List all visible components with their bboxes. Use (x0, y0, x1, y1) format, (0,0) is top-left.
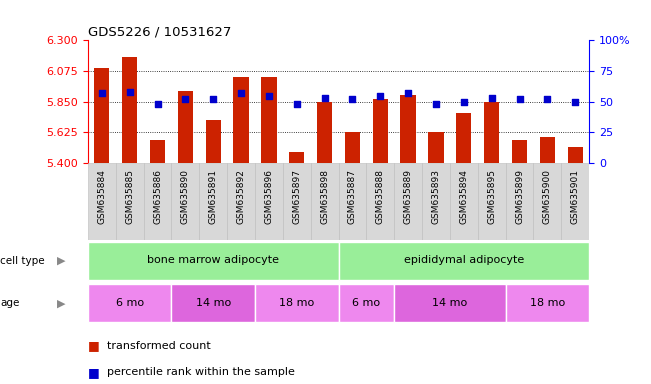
Text: GSM635891: GSM635891 (209, 169, 217, 224)
Bar (88, 284, 171, 323)
Point (320, 95, 330, 101)
Bar (506, 284, 589, 323)
Bar (88, 242, 339, 280)
Bar (540, 137, 555, 163)
Bar (450, 163, 478, 240)
Bar (422, 163, 450, 240)
Bar (339, 163, 367, 240)
Text: percentile rank within the sample: percentile rank within the sample (107, 367, 296, 377)
Bar (400, 95, 416, 163)
Bar (512, 140, 527, 163)
Bar (261, 77, 277, 163)
Point (570, 99, 581, 105)
Text: ▶: ▶ (57, 298, 66, 308)
Bar (227, 163, 255, 240)
Point (236, 90, 246, 96)
Point (403, 90, 413, 96)
Point (514, 96, 525, 103)
Bar (289, 152, 305, 163)
Text: ■: ■ (88, 339, 100, 352)
Bar (255, 163, 283, 240)
Bar (317, 102, 332, 163)
Bar (345, 132, 360, 163)
Bar (178, 91, 193, 163)
Text: 6 mo: 6 mo (116, 298, 144, 308)
Bar (171, 163, 199, 240)
Text: 14 mo: 14 mo (195, 298, 231, 308)
Text: GSM635886: GSM635886 (153, 169, 162, 224)
Text: GSM635885: GSM635885 (125, 169, 134, 224)
Text: 18 mo: 18 mo (530, 298, 565, 308)
Text: 18 mo: 18 mo (279, 298, 314, 308)
Point (542, 96, 553, 103)
Bar (150, 140, 165, 163)
Bar (171, 284, 255, 323)
Text: GSM635898: GSM635898 (320, 169, 329, 224)
Point (486, 95, 497, 101)
Bar (116, 163, 144, 240)
Bar (372, 99, 388, 163)
Text: bone marrow adipocyte: bone marrow adipocyte (147, 255, 279, 265)
Point (264, 93, 274, 99)
Bar (568, 147, 583, 163)
Text: GSM635896: GSM635896 (264, 169, 273, 224)
Text: GSM635899: GSM635899 (515, 169, 524, 224)
Point (458, 99, 469, 105)
Bar (533, 163, 561, 240)
Bar (478, 163, 506, 240)
Bar (206, 119, 221, 163)
Point (375, 93, 385, 99)
Text: ▶: ▶ (57, 256, 66, 266)
Text: GSM635895: GSM635895 (487, 169, 496, 224)
Bar (199, 163, 227, 240)
Point (124, 89, 135, 95)
Bar (88, 163, 116, 240)
Bar (456, 113, 471, 163)
Text: GSM635900: GSM635900 (543, 169, 552, 224)
Bar (94, 68, 109, 163)
Text: epididymal adipocyte: epididymal adipocyte (404, 255, 524, 265)
Point (292, 101, 302, 107)
Bar (339, 242, 589, 280)
Bar (255, 284, 339, 323)
Text: GSM635884: GSM635884 (97, 169, 106, 224)
Text: 6 mo: 6 mo (352, 298, 380, 308)
Text: cell type: cell type (0, 256, 45, 266)
Point (180, 96, 191, 103)
Text: ■: ■ (88, 366, 100, 379)
Text: GSM635897: GSM635897 (292, 169, 301, 224)
Point (152, 101, 163, 107)
Text: GSM635893: GSM635893 (432, 169, 441, 224)
Bar (367, 163, 395, 240)
Text: age: age (0, 298, 20, 308)
Bar (395, 284, 506, 323)
Text: GSM635888: GSM635888 (376, 169, 385, 224)
Bar (428, 132, 443, 163)
Bar (283, 163, 311, 240)
Text: GSM635894: GSM635894 (460, 169, 468, 224)
Point (208, 96, 218, 103)
Bar (339, 284, 395, 323)
Bar (395, 163, 422, 240)
Text: GSM635887: GSM635887 (348, 169, 357, 224)
Bar (484, 102, 499, 163)
Text: GSM635892: GSM635892 (236, 169, 245, 224)
Point (431, 101, 441, 107)
Bar (144, 163, 171, 240)
Text: GSM635901: GSM635901 (571, 169, 580, 224)
Bar (561, 163, 589, 240)
Bar (311, 163, 339, 240)
Bar (506, 163, 533, 240)
Text: GDS5226 / 10531627: GDS5226 / 10531627 (88, 25, 231, 38)
Text: transformed count: transformed count (107, 341, 211, 351)
Text: GSM635890: GSM635890 (181, 169, 190, 224)
Point (347, 96, 357, 103)
Text: 14 mo: 14 mo (432, 298, 467, 308)
Point (96, 90, 107, 96)
Text: GSM635889: GSM635889 (404, 169, 413, 224)
Bar (122, 57, 137, 163)
Bar (234, 77, 249, 163)
